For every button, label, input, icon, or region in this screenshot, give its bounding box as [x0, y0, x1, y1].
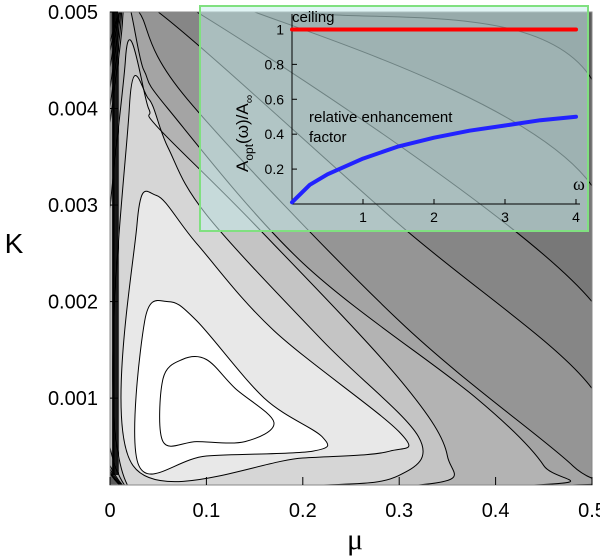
x-tick-label: 0.4 [482, 500, 510, 522]
x-tick-label: 0.1 [192, 500, 220, 522]
x-tick-label: 0 [104, 500, 115, 522]
inset-chart: 1 2 3 4 0.2 0.4 0.6 0.8 1 ceiling relative enhan… [199, 5, 589, 232]
y-tick-label: 0.004 [48, 99, 98, 121]
enhancement-annotation-line2: factor [309, 129, 347, 146]
x-axis-title: μ [347, 523, 363, 556]
enhancement-factor-curve [290, 114, 578, 205]
contour-line [110, 12, 592, 485]
x-tick-label: 0.3 [385, 500, 413, 522]
inset-y-tick-label: 1 [276, 21, 284, 37]
y-tick-label: 0.001 [48, 388, 98, 410]
inset-y-tick-label: 0.4 [265, 126, 285, 142]
contour-line [120, 190, 410, 483]
inset-x-axis-title: ω [573, 174, 585, 194]
y-tick-label: 0.005 [48, 2, 98, 24]
inset-series [290, 27, 578, 205]
inset-x-tick-label: 3 [501, 209, 509, 225]
ceiling-annotation: ceiling [292, 9, 335, 26]
x-tick-label: 0.5 [578, 500, 600, 522]
contour-line [159, 356, 275, 447]
x-tick-label: 0.2 [289, 500, 317, 522]
inset-x-tick-label: 1 [359, 209, 367, 225]
inset-y-tick-label: 0.6 [265, 91, 285, 107]
inset-y-tick-label: 0.2 [265, 161, 285, 177]
inset-x-tick-label: 4 [572, 209, 580, 225]
y-tick-label: 0.003 [48, 195, 98, 217]
y-tick-label: 0.002 [48, 292, 98, 314]
inset-x-tick-label: 2 [430, 209, 438, 225]
inset-axes: 1 2 3 4 0.2 0.4 0.6 0.8 1 [265, 14, 580, 225]
x-axis-ticks: 0 0.1 0.2 0.3 0.4 0.5 [104, 477, 600, 522]
contour-line [110, 12, 572, 485]
inset-background [199, 5, 589, 232]
inset-y-axis-title: Aopt(ω)/A∞ [233, 95, 256, 172]
inset-y-tick-label: 0.8 [265, 56, 285, 72]
contour-line [112, 75, 424, 485]
y-axis-ticks: 0.001 0.002 0.003 0.004 0.005 [48, 2, 118, 410]
contour-line [134, 299, 329, 475]
y-axis-title: K [5, 228, 24, 259]
enhancement-annotation-line1: relative enhancement [309, 109, 453, 126]
contour-region [159, 356, 275, 447]
